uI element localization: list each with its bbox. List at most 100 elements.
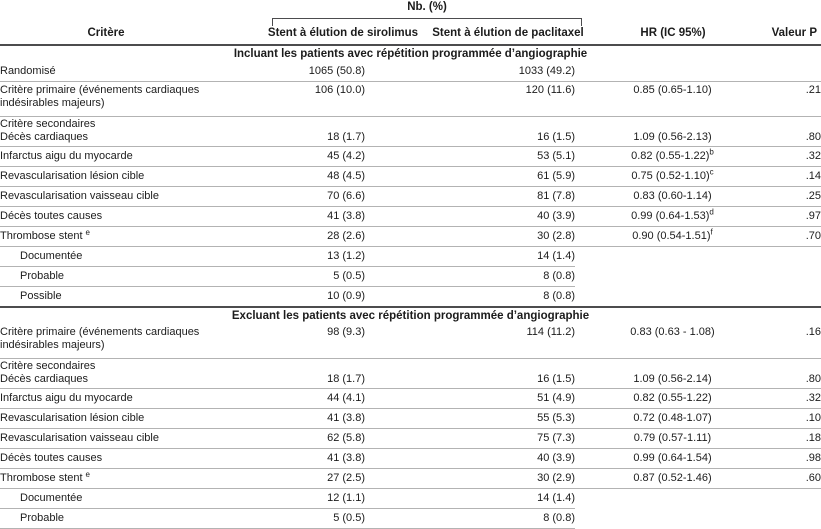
column-header-sirolimus: Stent à élution de sirolimus	[267, 27, 419, 39]
paclitaxel-value: 40 (3.9)	[365, 206, 575, 227]
sirolimus-value: 41 (3.8)	[250, 408, 365, 429]
criterion-text: Probable	[20, 512, 65, 525]
criterion-label: Critère secondaires Décès cardiaques	[0, 358, 250, 389]
sirolimus-value: 5 (0.5)	[250, 266, 365, 287]
footnote-marker: b	[709, 147, 714, 157]
footnote-marker: e	[85, 227, 90, 237]
section-header-row: Excluant les patients avec répétition pr…	[0, 306, 821, 324]
hr-text: 0.83 (0.60-1.14)	[633, 190, 712, 203]
p-value: .16	[770, 324, 821, 359]
hr-text: 0.99 (0.64-1.54)	[633, 452, 712, 465]
p-value	[770, 287, 821, 308]
hr-value	[575, 287, 770, 308]
p-value: .32	[770, 146, 821, 167]
criterion-label: Revascularisation vaisseau cible	[0, 428, 250, 449]
table-row: Infarctus aigu du myocarde 44 (4.1) 51 (4.…	[0, 388, 821, 409]
table-row: Revascularisation lésion cible 48 (4.5) 61…	[0, 166, 821, 187]
criterion-label: Revascularisation lésion cible	[0, 408, 250, 429]
paclitaxel-value: 14 (1.4)	[365, 488, 575, 509]
table-row: Thrombose stent e 28 (2.6) 30 (2.8) 0.90 (0.…	[0, 226, 821, 247]
p-value	[770, 62, 821, 82]
p-value	[770, 509, 821, 529]
section-header: Excluant les patients avec répétition pr…	[0, 306, 821, 324]
hr-value: 0.82 (0.55-1.22)b	[575, 146, 770, 167]
criterion-text: Critère primaire (événements cardiaques …	[0, 326, 200, 351]
p-value	[770, 489, 821, 509]
criterion-text: Randomisé	[0, 65, 56, 78]
table-row: Randomisé 1065 (50.8) 1033 (49.2)	[0, 62, 821, 82]
paclitaxel-value: 61 (5.9)	[365, 166, 575, 187]
hr-text: 0.99 (0.64-1.53)	[631, 210, 710, 223]
paclitaxel-value: 51 (4.9)	[365, 388, 575, 409]
table-row: Revascularisation lésion cible 41 (3.8) 55…	[0, 408, 821, 429]
criterion-text: Infarctus aigu du myocarde	[0, 150, 133, 163]
paclitaxel-value: 81 (7.8)	[365, 186, 575, 207]
hr-text: 0.83 (0.63 - 1.08)	[630, 326, 715, 338]
criterion-label: Documentée	[0, 246, 250, 267]
bracket-rule	[272, 18, 582, 26]
hr-value: 0.99 (0.64-1.53)d	[575, 206, 770, 227]
group-column-header: Nb. (%)	[407, 1, 447, 13]
table-row: Décès toutes causes 41 (3.8) 40 (3.9) 0.99 …	[0, 206, 821, 227]
paclitaxel-value: 1033 (49.2)	[365, 62, 575, 82]
criterion-label: Documentée	[0, 488, 250, 509]
hr-text: 0.85 (0.65-1.10)	[633, 84, 712, 96]
section-header: Incluant les patients avec répétition pr…	[233, 47, 588, 60]
table-row: Critère secondaires Décès cardiaques 18 (1…	[0, 116, 821, 147]
hr-value: 1.09 (0.56-2.13)	[575, 116, 770, 147]
criterion-text: Revascularisation lésion cible	[0, 412, 145, 425]
criterion-text: Critère primaire (événements cardiaques …	[0, 84, 200, 109]
sirolimus-value: 18 (1.7)	[250, 358, 365, 389]
criterion-text: Revascularisation vaisseau cible	[0, 190, 159, 203]
criterion-text: Revascularisation vaisseau cible	[0, 432, 159, 445]
criterion-text: Décès cardiaques	[0, 372, 89, 385]
sirolimus-value: 13 (1.2)	[250, 246, 365, 267]
criterion-label: Probable	[0, 508, 250, 529]
table-header: Nb. (%) Critère Stent à élution de sirol…	[0, 0, 821, 46]
criterion-group-label: Critère secondaires	[0, 118, 96, 130]
sirolimus-value: 5 (0.5)	[250, 508, 365, 529]
table-row: Revascularisation vaisseau cible 62 (5.8)…	[0, 428, 821, 449]
hr-value: 0.75 (0.52-1.10)c	[575, 166, 770, 187]
criterion-label: Critère primaire (événements cardiaques …	[0, 324, 250, 359]
sub-row: Documentée 12 (1.1) 14 (1.4)	[0, 488, 821, 509]
paclitaxel-value: 55 (5.3)	[365, 408, 575, 429]
criterion-text: Décès cardiaques	[0, 130, 89, 143]
p-value: .21	[770, 81, 821, 117]
criterion-label: Revascularisation vaisseau cible	[0, 186, 250, 207]
p-value: .97	[770, 206, 821, 227]
criterion-label: Possible	[0, 286, 250, 308]
paclitaxel-value: 75 (7.3)	[365, 428, 575, 449]
paclitaxel-value: 40 (3.9)	[365, 448, 575, 469]
criterion-label: Décès toutes causes	[0, 448, 250, 469]
criterion-group-label: Critère secondaires	[0, 360, 96, 372]
criterion-label: Thrombose stent e	[0, 468, 250, 489]
criterion-label: Critère primaire (événements cardiaques …	[0, 81, 250, 117]
hr-text: 0.90 (0.54-1.51)	[632, 230, 711, 243]
p-value: .14	[770, 166, 821, 187]
footnote-marker: c	[709, 167, 714, 177]
hr-value: 0.85 (0.65-1.10)	[575, 81, 770, 117]
column-header-paclitaxel: Stent à élution de paclitaxel	[432, 27, 584, 39]
sirolimus-value: 45 (4.2)	[250, 146, 365, 167]
column-header-hr: HR (IC 95%)	[640, 27, 706, 39]
criterion-text: Infarctus aigu du myocarde	[0, 392, 133, 405]
paclitaxel-value: 14 (1.4)	[365, 246, 575, 267]
table-row: Revascularisation vaisseau cible 70 (6.6)…	[0, 186, 821, 207]
table-row: Décès toutes causes 41 (3.8) 40 (3.9) 0.99 …	[0, 448, 821, 469]
sub-row: Probable 5 (0.5) 8 (0.8)	[0, 266, 821, 287]
hr-text: 0.82 (0.55-1.22)	[631, 150, 710, 163]
p-value	[770, 247, 821, 267]
paclitaxel-value: 8 (0.8)	[365, 266, 575, 287]
hr-text: 0.72 (0.48-1.07)	[633, 412, 712, 425]
sirolimus-value: 41 (3.8)	[250, 206, 365, 227]
p-value: .98	[770, 448, 821, 469]
table-body: Incluant les patients avec répétition pr…	[0, 46, 821, 529]
column-header-pvalue: Valeur P	[771, 27, 817, 39]
hr-text: 1.09 (0.56-2.14)	[633, 372, 712, 385]
hr-value: 0.83 (0.60-1.14)	[575, 186, 770, 207]
criterion-label: Infarctus aigu du myocarde	[0, 146, 250, 167]
table-row: Critère secondaires Décès cardiaques 18 (1…	[0, 358, 821, 389]
table-row: Critère primaire (événements cardiaques …	[0, 324, 821, 359]
